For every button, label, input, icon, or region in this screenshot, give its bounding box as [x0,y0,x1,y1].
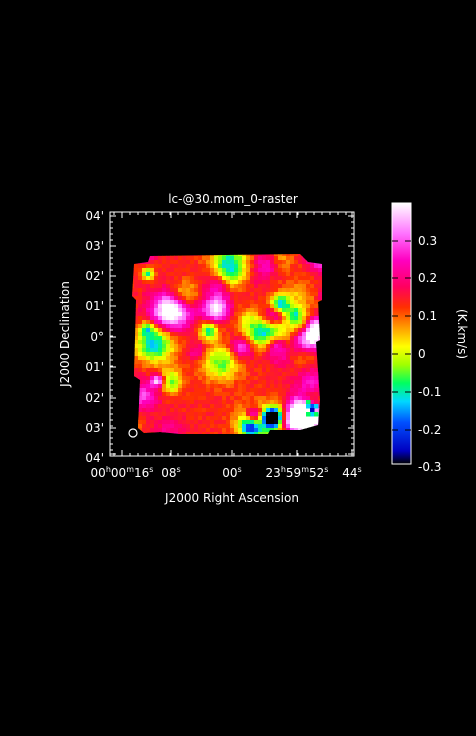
y-tick-label: 03' [85,239,104,253]
x-axis-label: J2000 Right Ascension [164,491,299,505]
plot-title: lc-@30.mom_0-raster [168,192,298,206]
y-tick-label: 0° [90,330,104,344]
colorbar-tick-label: -0.3 [418,460,441,474]
y-tick-label: 01' [85,299,104,313]
x-tick-label: 08s [161,465,180,480]
colorbar-tick-label: -0.1 [418,385,441,399]
colorbar-ticks [392,240,411,431]
colorbar-tick-label: -0.2 [418,423,441,437]
x-tick-label: 00s [222,465,241,480]
y-tick-label: 01' [85,360,104,374]
x-tick-label: 00h00m16s [91,465,154,480]
y-tick-label: 04' [85,209,104,223]
raster-map [132,254,322,434]
beam-circle-icon [128,428,138,438]
colorbar-frame [391,202,412,465]
y-tick-label: 02' [85,269,104,283]
colorbar-tick-label: 0 [418,347,426,361]
colorbar-tick-label: 0.3 [418,234,437,248]
x-tick-label: 44s [342,465,361,480]
colorbar [392,203,411,464]
colorbar-tick-label: 0.2 [418,271,437,285]
y-tick-label: 04' [85,451,104,465]
colorbar-tick-label: 0.1 [418,309,437,323]
x-tick-label: 23h59m52s [266,465,329,480]
y-tick-label: 02' [85,391,104,405]
y-tick-label: 03' [85,421,104,435]
colorbar-label: (K.km/s) [455,309,469,359]
y-axis-label: J2000 Declination [58,281,72,388]
axis-ticks [110,212,354,456]
